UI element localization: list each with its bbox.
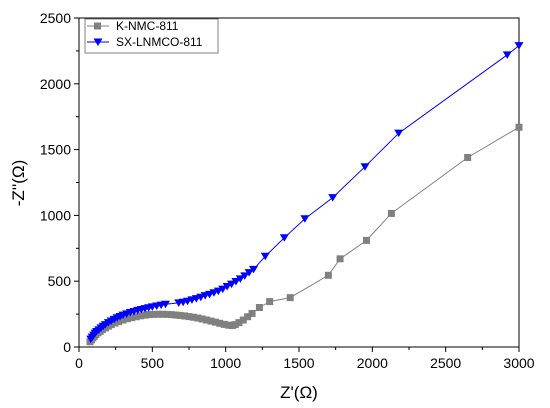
data-point: [185, 313, 193, 321]
y-tick-label: 2000: [40, 76, 71, 92]
data-point: [222, 282, 232, 291]
data-point: [119, 316, 127, 324]
data-point: [515, 123, 523, 131]
data-point: [216, 319, 224, 327]
data-point: [362, 236, 370, 244]
legend-label-sx-lnmco: SX-LNMCO-811: [116, 35, 203, 49]
data-point: [145, 311, 153, 319]
data-point: [154, 310, 162, 318]
series-line: [90, 45, 520, 340]
data-point: [137, 312, 145, 320]
data-point: [255, 304, 263, 312]
data-point: [141, 311, 149, 319]
data-point: [161, 300, 171, 309]
data-point: [328, 194, 338, 202]
data-point: [239, 316, 247, 324]
data-point: [231, 321, 239, 329]
data-point: [227, 280, 237, 289]
data-point: [249, 265, 259, 274]
data-point: [387, 209, 395, 217]
series-layer: [86, 42, 524, 346]
x-tick-label: 3000: [503, 355, 534, 371]
data-point: [211, 318, 219, 326]
data-point: [231, 277, 241, 286]
series-line: [89, 126, 520, 343]
data-point: [300, 215, 310, 223]
data-point: [260, 252, 270, 261]
data-point: [514, 42, 524, 50]
data-point: [163, 310, 171, 318]
data-point: [176, 311, 184, 319]
legend-marker-sx-lnmco: [93, 38, 103, 46]
data-point: [207, 317, 215, 325]
y-axis-title: -Z''(Ω): [9, 160, 28, 207]
data-point: [198, 315, 206, 323]
data-point: [286, 294, 294, 302]
y-tick-label: 1000: [40, 207, 71, 223]
data-point: [360, 163, 370, 171]
data-point: [111, 319, 119, 327]
y-tick-label: 2500: [40, 10, 71, 26]
data-point: [235, 275, 245, 283]
x-tick-label: 0: [75, 355, 83, 371]
data-point: [235, 319, 243, 327]
data-point: [336, 255, 344, 263]
data-point: [502, 51, 512, 59]
data-point: [248, 309, 256, 317]
axis-ticks: 0 500 1000 1500 2000 2500 3000 0 500 1000 1500 2000…: [40, 10, 535, 371]
data-point: [218, 285, 228, 294]
legend-box: [84, 18, 219, 54]
series-0: [86, 123, 523, 346]
data-point: [115, 318, 123, 326]
y-tick-label: 500: [48, 273, 72, 289]
y-tick-label: 1500: [40, 142, 71, 158]
data-point: [159, 310, 167, 318]
data-point: [324, 271, 332, 279]
data-point: [240, 272, 250, 280]
data-point: [244, 269, 254, 277]
data-point: [172, 311, 180, 319]
data-point: [244, 313, 252, 321]
data-point: [189, 313, 197, 321]
legend: K-NMC-811 SX-LNMCO-811: [84, 18, 219, 54]
series-1: [86, 42, 524, 344]
y-tick-label: 0: [63, 339, 71, 355]
legend-label-k-nmc: K-NMC-811: [116, 19, 179, 33]
data-point: [150, 310, 158, 318]
x-tick-label: 2500: [430, 355, 461, 371]
plot-frame: [78, 17, 520, 348]
data-point: [394, 129, 404, 138]
data-point: [181, 312, 189, 320]
data-point: [266, 298, 274, 306]
data-point: [167, 311, 175, 319]
legend-marker-k-nmc: [94, 22, 101, 30]
x-axis-title: Z'(Ω): [280, 383, 318, 402]
data-point: [128, 314, 136, 322]
data-point: [464, 153, 472, 161]
x-tick-label: 1000: [210, 355, 241, 371]
data-point: [220, 320, 228, 328]
data-point: [194, 314, 202, 322]
x-tick-label: 2000: [357, 355, 388, 371]
data-point: [203, 316, 211, 324]
data-point: [225, 321, 233, 329]
x-tick-label: 500: [141, 355, 165, 371]
x-tick-label: 1500: [283, 355, 314, 371]
data-point: [132, 313, 140, 321]
data-point: [279, 234, 289, 242]
data-point: [123, 315, 131, 323]
